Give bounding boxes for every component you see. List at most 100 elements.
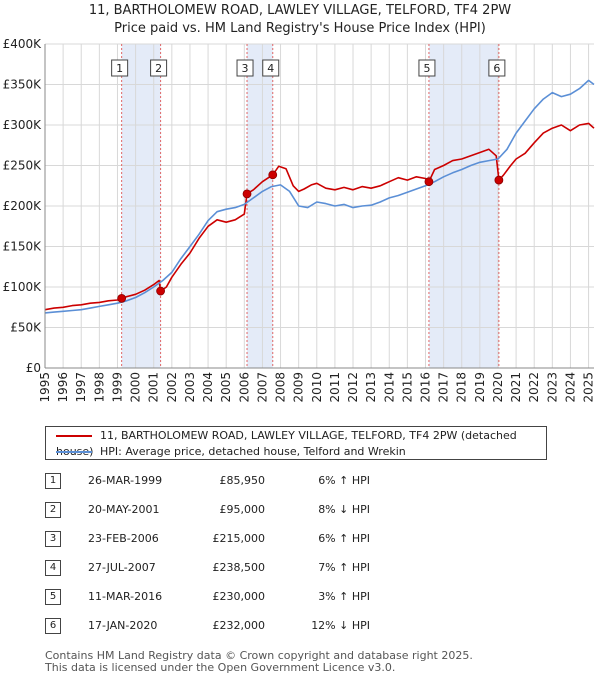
- sale-price: £230,000: [212, 590, 266, 603]
- chart-title-line2: Price paid vs. HM Land Registry's House …: [114, 21, 486, 36]
- sale-label-box: [488, 59, 506, 77]
- x-tick-label: 2015: [400, 372, 414, 403]
- sale-label-text: 4: [267, 62, 274, 75]
- table-row: 6 17-JAN-2020 £232,000 12% ↓ HPI: [0, 615, 600, 637]
- x-tick-label: 2012: [346, 372, 360, 403]
- x-tick-label: 2017: [437, 372, 451, 403]
- x-tick-label: 2010: [310, 372, 324, 403]
- x-tick-label: 2005: [219, 372, 233, 403]
- x-tick-label: 2024: [563, 372, 577, 403]
- x-tick-label: 2008: [274, 372, 288, 403]
- sale-number-badge: 1: [45, 473, 61, 489]
- x-tick-label: 2018: [455, 372, 469, 403]
- y-tick-label: £0: [26, 361, 41, 375]
- sale-label-text: 3: [242, 62, 249, 75]
- y-tick-label: £200K: [3, 199, 43, 213]
- sale-point: [268, 170, 278, 180]
- x-tick-label: 2004: [201, 372, 215, 403]
- chart-title-line1: 11, BARTHOLOMEW ROAD, LAWLEY VILLAGE, TE…: [88, 3, 512, 18]
- x-tick-label: 2022: [527, 372, 541, 403]
- x-tick-label: 1998: [92, 372, 106, 403]
- x-tick-label: 2007: [255, 372, 269, 403]
- sale-hpi-comparison: 7% ↑ HPI: [318, 561, 370, 574]
- sale-label-text: 6: [493, 62, 500, 75]
- y-tick-label: £400K: [3, 37, 43, 51]
- sale-number-badge: 2: [45, 502, 61, 518]
- sale-label-text: 5: [423, 62, 430, 75]
- price-chart: 1 2 3 4 5 6 £0 £50K £100K £150K £200K £250K £300K £35…: [3, 37, 596, 403]
- footer-copyright: Contains HM Land Registry data © Crown c…: [45, 649, 473, 662]
- sale-date: 26-MAR-1999: [88, 474, 163, 487]
- legend-swatch-hpi: [56, 451, 92, 453]
- sale-label-text: 2: [155, 62, 162, 75]
- table-row: 3 23-FEB-2006 £215,000 6% ↑ HPI: [0, 528, 600, 550]
- x-tick-label: 2013: [364, 372, 378, 403]
- sale-number-badge: 4: [45, 560, 61, 576]
- x-tick-label: 1995: [38, 372, 52, 403]
- y-tick-label: £50K: [10, 321, 42, 335]
- x-tick-label: 2016: [418, 372, 432, 403]
- x-tick-label: 1996: [56, 372, 70, 403]
- table-row: 4 27-JUL-2007 £238,500 7% ↑ HPI: [0, 557, 600, 579]
- x-tick-label: 2019: [473, 372, 487, 403]
- x-tick-label: 2020: [491, 372, 505, 403]
- sale-hpi-comparison: 6% ↑ HPI: [318, 532, 370, 545]
- y-tick-label: £300K: [3, 118, 43, 132]
- sale-label-box: [236, 59, 254, 77]
- x-tick-label: 1999: [110, 372, 124, 403]
- sale-point: [117, 293, 127, 303]
- x-tick-label: 2002: [165, 372, 179, 403]
- y-tick-label: £100K: [3, 280, 43, 294]
- sale-point: [424, 177, 434, 187]
- y-tick-label: £250K: [3, 159, 43, 173]
- sale-price: £232,000: [212, 619, 266, 632]
- footer-licence: This data is licensed under the Open Gov…: [45, 661, 396, 674]
- sale-date: 17-JAN-2020: [88, 619, 158, 632]
- table-row: 5 11-MAR-2016 £230,000 3% ↑ HPI: [0, 586, 600, 608]
- sale-label-box: [418, 59, 436, 77]
- sale-hpi-comparison: 8% ↓ HPI: [318, 503, 370, 516]
- x-tick-label: 1997: [74, 372, 88, 403]
- sale-label-box: [111, 59, 129, 77]
- legend-item-hpi: HPI: Average price, detached house, Telf…: [56, 444, 406, 460]
- sale-date: 20-MAY-2001: [88, 503, 160, 516]
- x-tick-label: 2009: [292, 372, 306, 403]
- x-tick-label: 2003: [183, 372, 197, 403]
- sale-price: £238,500: [212, 561, 266, 574]
- x-tick-label: 2021: [509, 372, 523, 403]
- sale-date: 23-FEB-2006: [88, 532, 159, 545]
- x-tick-label: 2025: [582, 372, 596, 403]
- sale-number-badge: 3: [45, 531, 61, 547]
- table-row: 2 20-MAY-2001 £95,000 8% ↓ HPI: [0, 499, 600, 521]
- sale-label-box: [262, 59, 280, 77]
- x-tick-label: 2000: [129, 372, 143, 403]
- footer-note: Contains HM Land Registry data © Crown c…: [45, 650, 473, 674]
- sale-label-text: 1: [116, 62, 123, 75]
- sale-point: [156, 286, 165, 296]
- sale-price: £215,000: [212, 532, 266, 545]
- sale-point: [494, 175, 504, 185]
- sale-number-badge: 5: [45, 589, 61, 605]
- x-tick-label: 2011: [328, 372, 342, 403]
- sale-date: 11-MAR-2016: [88, 590, 163, 603]
- y-tick-label: £350K: [3, 78, 43, 92]
- chart-legend: 11, BARTHOLOMEW ROAD, LAWLEY VILLAGE, TE…: [45, 426, 547, 460]
- sale-date: 27-JUL-2007: [88, 561, 156, 574]
- sale-price: £95,000: [219, 503, 266, 516]
- legend-swatch-property: [56, 435, 92, 437]
- sale-number-badge: 6: [45, 618, 61, 634]
- legend-label-hpi: HPI: Average price, detached house, Telf…: [100, 445, 406, 458]
- x-tick-label: 2001: [147, 372, 161, 403]
- chart-title: 11, BARTHOLOMEW ROAD, LAWLEY VILLAGE, TE…: [0, 2, 600, 38]
- sale-hpi-comparison: 12% ↓ HPI: [311, 619, 370, 632]
- sale-label-box: [150, 59, 168, 77]
- y-tick-label: £150K: [3, 240, 43, 254]
- series-line-hpi: [44, 79, 595, 314]
- sale-hpi-comparison: 6% ↑ HPI: [318, 474, 370, 487]
- sale-point: [242, 189, 252, 199]
- x-tick-label: 2023: [545, 372, 559, 403]
- sale-hpi-comparison: 3% ↑ HPI: [318, 590, 370, 603]
- table-row: 1 26-MAR-1999 £85,950 6% ↑ HPI: [0, 470, 600, 492]
- x-tick-label: 2006: [237, 372, 251, 403]
- sale-price: £85,950: [219, 474, 266, 487]
